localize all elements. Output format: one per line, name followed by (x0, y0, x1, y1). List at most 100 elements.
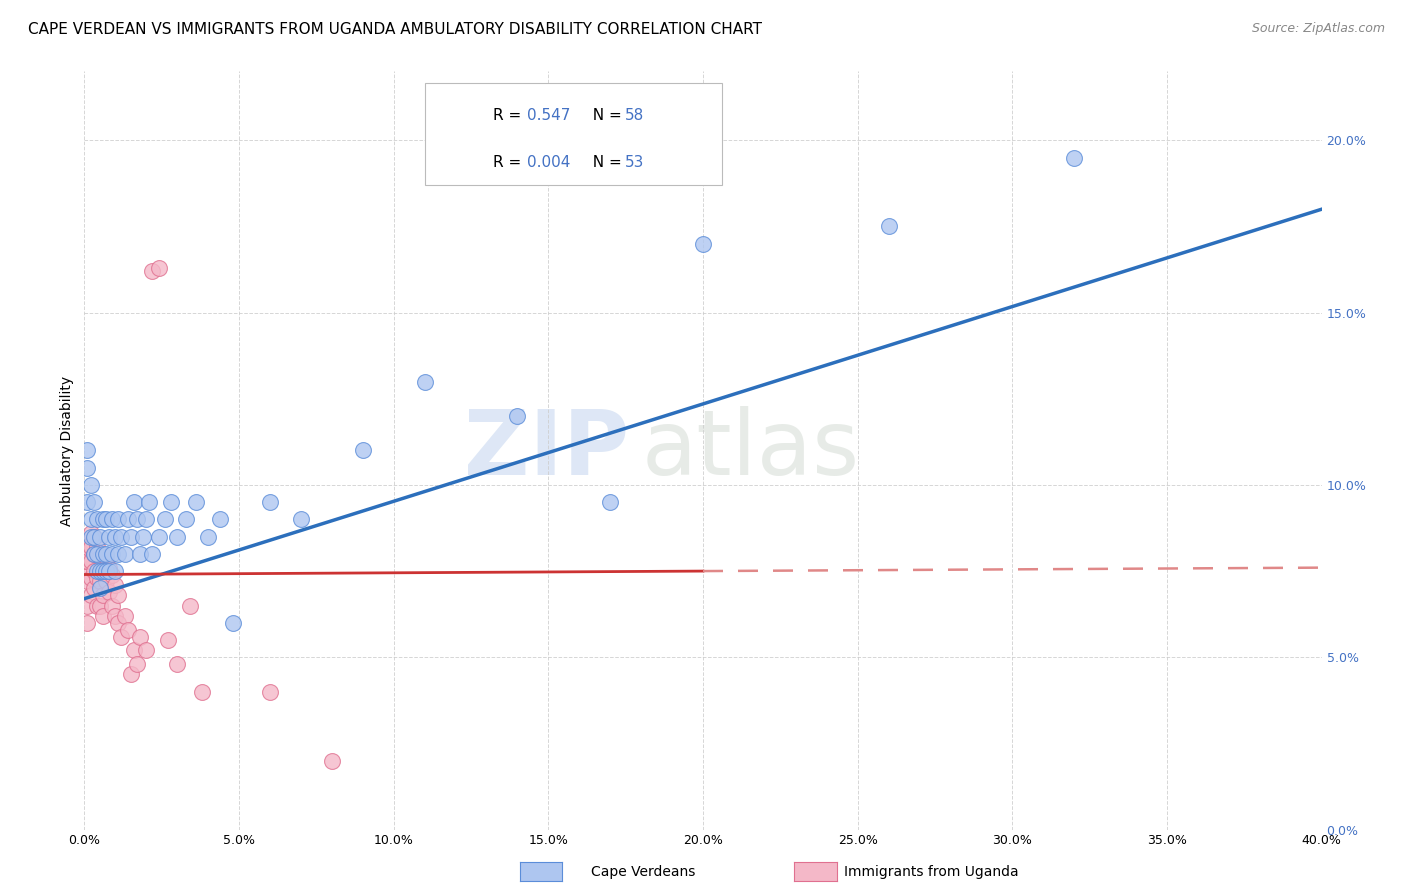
Point (129, 630, 152, 644)
Point (76, 599, 98, 613)
Text: ZIP: ZIP (464, 407, 628, 494)
Point (138, 495, 160, 509)
Point (98, 530, 121, 544)
Point (89, 550, 111, 565)
Point (83, 547, 105, 561)
Point (125, 512, 148, 526)
Point (197, 530, 219, 544)
Text: 53: 53 (626, 155, 644, 169)
Point (83, 495, 105, 509)
Point (101, 567, 124, 582)
Point (135, 512, 157, 526)
Point (86, 540, 108, 554)
Point (76, 554, 98, 568)
Text: N =: N = (583, 155, 627, 169)
Text: 0.547: 0.547 (527, 108, 571, 123)
Point (114, 608, 136, 623)
Point (107, 547, 129, 561)
Point (179, 599, 201, 613)
Point (290, 512, 312, 526)
Point (76, 574, 98, 589)
Point (86, 512, 108, 526)
Point (98, 564, 121, 578)
Text: Source: ZipAtlas.com: Source: ZipAtlas.com (1251, 22, 1385, 36)
Text: R =: R = (492, 155, 526, 169)
Point (79, 478, 101, 492)
Point (101, 599, 124, 613)
Point (153, 512, 176, 526)
Point (89, 582, 111, 596)
Point (125, 657, 148, 672)
Point (98, 560, 121, 574)
Point (117, 623, 139, 637)
Point (166, 530, 188, 544)
Point (110, 530, 132, 544)
FancyBboxPatch shape (425, 83, 721, 186)
Point (89, 574, 111, 589)
Point (76, 615, 98, 630)
Point (73, 547, 96, 561)
Point (191, 684, 214, 698)
Point (104, 608, 127, 623)
Point (141, 264, 163, 278)
Text: R =: R = (492, 108, 526, 123)
Text: 0.004: 0.004 (527, 155, 571, 169)
Point (91, 608, 114, 623)
Text: 58: 58 (626, 108, 644, 123)
Point (83, 582, 105, 596)
Point (599, 495, 621, 509)
Point (101, 512, 124, 526)
Point (73, 554, 96, 568)
Point (692, 236, 714, 251)
Point (107, 615, 129, 630)
Point (148, 530, 170, 544)
Point (101, 547, 124, 561)
Point (73, 540, 96, 554)
Point (259, 495, 281, 509)
Text: Immigrants from Uganda: Immigrants from Uganda (844, 865, 1018, 880)
Point (94, 550, 117, 565)
Point (148, 260, 170, 275)
Point (73, 564, 96, 578)
Y-axis label: Ambulatory Disability: Ambulatory Disability (60, 376, 75, 525)
Point (1063, 151, 1085, 165)
Text: Cape Verdeans: Cape Verdeans (591, 865, 695, 880)
Point (94, 574, 117, 589)
Point (76, 540, 98, 554)
Point (86, 571, 108, 585)
Point (120, 530, 142, 544)
Point (132, 530, 155, 544)
Point (79, 512, 101, 526)
Point (76, 443, 98, 458)
Point (94, 512, 117, 526)
Point (176, 512, 198, 526)
Point (79, 526, 101, 541)
Point (107, 588, 129, 602)
Point (94, 564, 117, 578)
Point (79, 571, 101, 585)
Point (166, 657, 188, 672)
Point (352, 443, 374, 458)
Point (79, 554, 101, 568)
Point (91, 588, 114, 602)
Point (83, 530, 105, 544)
Point (110, 630, 132, 644)
Point (114, 547, 136, 561)
Point (135, 643, 157, 657)
Point (76, 460, 98, 475)
Point (91, 547, 114, 561)
Point (122, 495, 145, 509)
Point (222, 615, 245, 630)
Point (89, 564, 111, 578)
Point (107, 512, 129, 526)
Text: CAPE VERDEAN VS IMMIGRANTS FROM UGANDA AMBULATORY DISABILITY CORRELATION CHART: CAPE VERDEAN VS IMMIGRANTS FROM UGANDA A… (28, 22, 762, 37)
Point (506, 409, 529, 423)
Point (104, 530, 127, 544)
Point (104, 578, 127, 592)
Point (83, 547, 105, 561)
Point (120, 667, 142, 681)
Point (86, 564, 108, 578)
Point (79, 588, 101, 602)
Point (91, 564, 114, 578)
Point (83, 530, 105, 544)
